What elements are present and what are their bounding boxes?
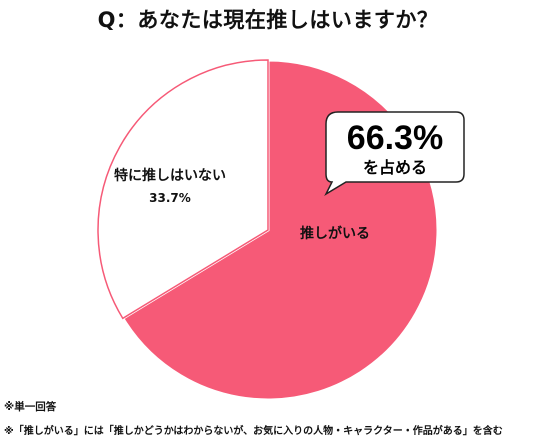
pie-slice-2 xyxy=(97,59,269,320)
slice-label-2: 特に推しはいない xyxy=(114,167,226,184)
slice-labels: 推しがいる 特に推しはいない 33.7% xyxy=(114,167,370,242)
callout-value: 66.3% xyxy=(347,119,443,157)
callout-box: 66.3% を占める xyxy=(324,111,465,196)
slice-label-1: 推しがいる xyxy=(300,225,370,242)
chart-title: Q：あなたは現在推しはいますか？ xyxy=(97,8,439,32)
footnote-definition: ※「推しがいる」には「推しかどうかはわからないが、お気に入りの人物・キャラクター… xyxy=(4,426,503,437)
footnote-single-answer: ※単一回答 xyxy=(4,401,57,413)
slice-value-label-2: 33.7% xyxy=(149,191,191,205)
callout-border xyxy=(324,111,465,196)
callout-text: を占める xyxy=(363,158,427,177)
pie-slices xyxy=(97,58,440,402)
